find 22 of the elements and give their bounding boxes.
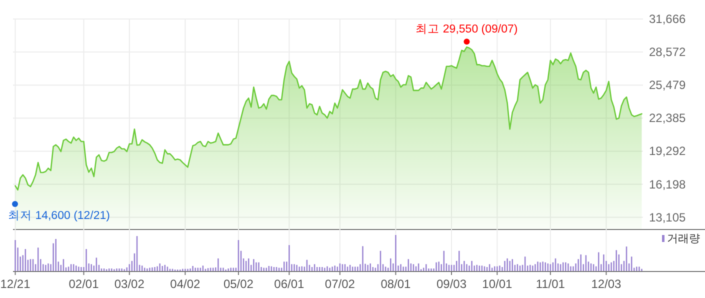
- annotation: 최고 29,550 (09/07): [416, 24, 518, 36]
- x-tick-label: 07/02: [324, 277, 356, 291]
- y-tick-label: 22,385: [649, 111, 686, 126]
- y-tick-label: 31,666: [649, 12, 686, 26]
- x-tick-label: 02/01: [68, 277, 100, 291]
- legend-label: 거래량: [667, 233, 700, 245]
- x-tick-label: 05/02: [223, 277, 254, 291]
- x-tick-label: 11/01: [536, 277, 566, 291]
- y-tick-label: 13,105: [649, 210, 686, 224]
- x-tick-label: 04/02: [170, 277, 201, 291]
- x-tick-label: 10/01: [482, 277, 513, 291]
- x-tick-label: 12/21: [0, 277, 31, 291]
- x-tick-label: 06/01: [274, 277, 305, 291]
- y-tick-label: 16,198: [649, 177, 686, 192]
- x-tick-label: 12/03: [591, 277, 622, 291]
- annotation: 최저 14,600 (12/21): [8, 210, 110, 222]
- y-tick-label: 19,292: [649, 144, 686, 158]
- x-tick-label: 09/03: [436, 277, 467, 291]
- y-tick-label: 25,479: [649, 78, 686, 92]
- x-tick-label: 08/01: [380, 277, 412, 291]
- y-tick-label: 28,572: [649, 45, 686, 60]
- x-tick-label: 03/02: [114, 277, 145, 291]
